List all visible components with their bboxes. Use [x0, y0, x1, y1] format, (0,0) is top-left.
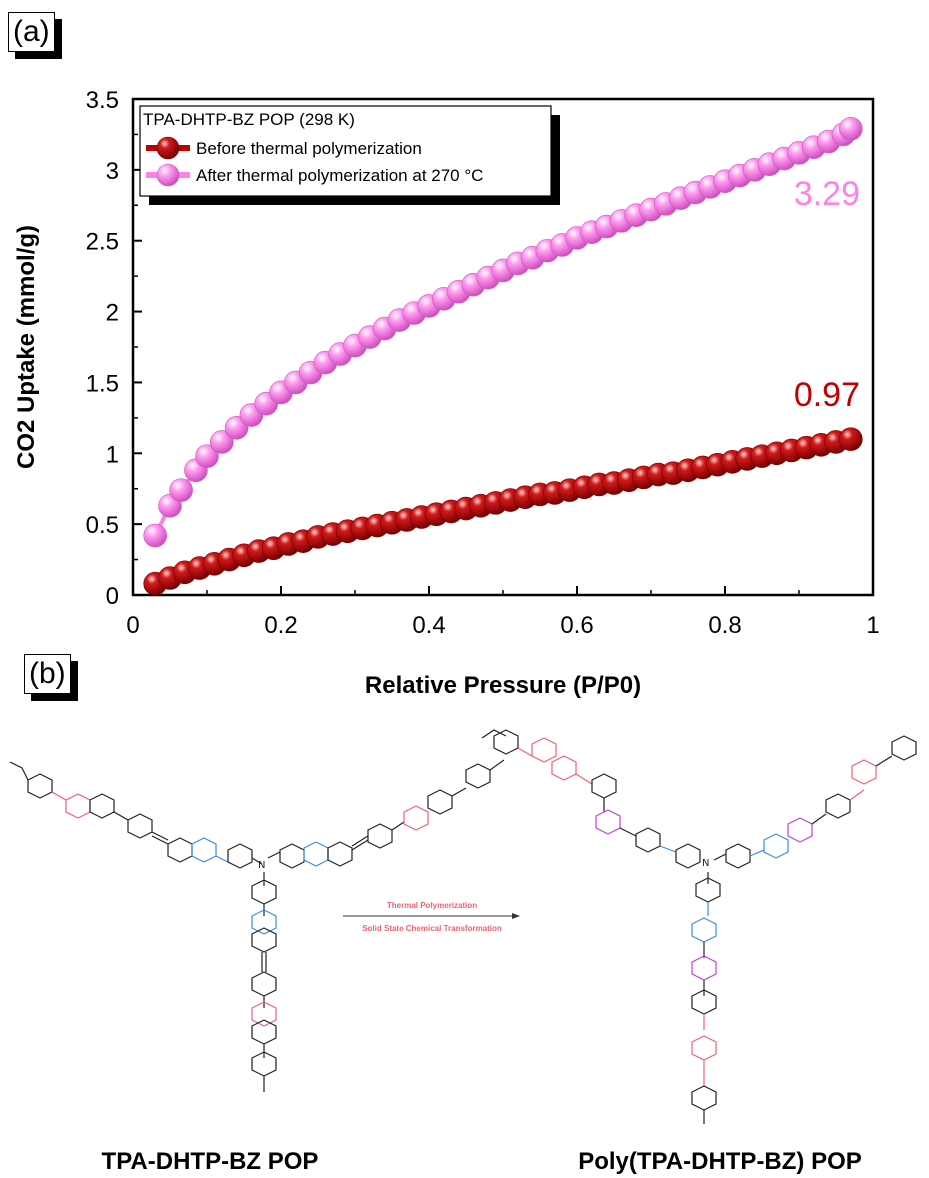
panel-a-label: (a): [8, 12, 55, 52]
legend-swatch-marker: [156, 163, 180, 187]
legend-box: [139, 105, 552, 197]
data-point: [210, 430, 234, 454]
data-point: [169, 478, 193, 502]
x-tick-label: 0.6: [560, 612, 593, 639]
svg-text:N: N: [702, 858, 709, 869]
y-tick-label: 0.5: [86, 512, 119, 539]
y-tick-label: 0: [106, 583, 119, 610]
y-tick-label: 1.5: [86, 370, 119, 397]
co2-uptake-chart: 0 0.2 0.4 0.6 0.8 1 0 0.5 1 1.5 2 2.5 3 3.5 Relative P…: [13, 87, 880, 699]
panel-b-label: (b): [24, 654, 71, 694]
data-point: [838, 427, 863, 451]
y-tick-label: 2.5: [86, 229, 119, 256]
reaction-arrow: Thermal Polymerization Solid State Chemi…: [343, 901, 520, 933]
y-tick-label: 3: [106, 158, 119, 185]
x-tick-label: 0: [126, 612, 139, 639]
x-tick-label: 1: [866, 612, 879, 639]
svg-text:N: N: [258, 860, 265, 871]
left-structure: N: [9, 759, 505, 1092]
right-structure: N: [481, 729, 917, 1124]
reaction-scheme: N Thermal Polymerization Solid State Che: [9, 729, 917, 1124]
right-structure-caption: Poly(TPA-DHTP-BZ) POP: [578, 1148, 862, 1175]
legend-title: TPA-DHTP-BZ POP (298 K): [143, 110, 355, 129]
y-tick-label: 3.5: [86, 87, 119, 114]
x-tick-label: 0.8: [708, 612, 741, 639]
series-end-value-label: 0.97: [794, 376, 860, 414]
legend-swatch-marker: [156, 136, 180, 160]
y-tick-label: 2: [106, 300, 119, 327]
arrow-bottom-label: Solid State Chemical Transformation: [362, 924, 502, 933]
arrow-top-label: Thermal Polymerization: [387, 901, 477, 910]
legend-entry-label: After thermal polymerization at 270 °C: [196, 166, 483, 185]
y-axis-label: CO2 Uptake (mmol/g): [13, 225, 40, 469]
data-point: [143, 523, 167, 548]
series-end-value-label: 3.29: [794, 175, 860, 213]
x-tick-label: 0.2: [264, 612, 297, 639]
left-structure-caption: TPA-DHTP-BZ POP: [101, 1148, 319, 1175]
x-tick-label: 0.4: [412, 612, 445, 639]
y-tick-label: 1: [106, 441, 119, 468]
data-point: [195, 444, 219, 468]
data-point: [838, 116, 863, 141]
legend-entry-label: Before thermal polymerization: [196, 139, 422, 158]
x-axis-label: Relative Pressure (P/P0): [365, 672, 641, 699]
